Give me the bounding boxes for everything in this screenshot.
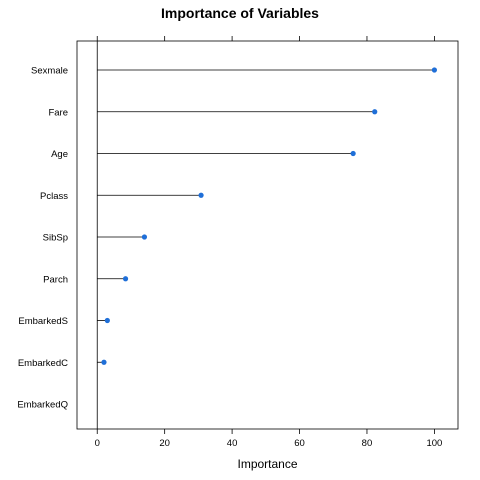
data-point [104, 317, 110, 324]
data-point [350, 150, 356, 157]
y-tick-label: Pclass [40, 191, 68, 202]
x-tick-label: 40 [227, 438, 238, 449]
chart-title: Importance of Variables [161, 5, 319, 21]
data-point [122, 276, 129, 282]
y-tick-label: Parch [43, 274, 68, 285]
y-tick-label: SibSp [43, 233, 68, 244]
data-point [431, 67, 437, 73]
y-tick-label: Sexmale [31, 66, 68, 77]
series [97, 67, 437, 365]
bottom-axis-ticks: 0 20 40 60 80 100 [95, 429, 442, 449]
y-tick-label: EmbarkedQ [17, 400, 68, 411]
y-tick-label: EmbarkedS [18, 316, 68, 327]
x-tick-label: 0 [95, 438, 100, 449]
x-tick-label: 60 [294, 438, 305, 449]
x-tick-label: 20 [159, 438, 170, 449]
y-tick-label: Age [51, 149, 68, 160]
data-point [198, 192, 204, 198]
top-axis-ticks [96, 36, 435, 41]
data-point [372, 109, 378, 115]
data-point [141, 234, 148, 240]
y-axis-labels: Sexmale Fare Age Pclass SibSp Parch EmbarkedS E… [17, 66, 68, 411]
data-point [101, 359, 107, 365]
x-tick-label: 80 [362, 438, 373, 449]
x-tick-label: 100 [426, 438, 442, 449]
plot-frame [76, 40, 459, 430]
y-tick-label: EmbarkedC [18, 358, 68, 369]
x-axis-label: Importance [237, 457, 297, 471]
y-tick-label: Fare [48, 107, 68, 118]
